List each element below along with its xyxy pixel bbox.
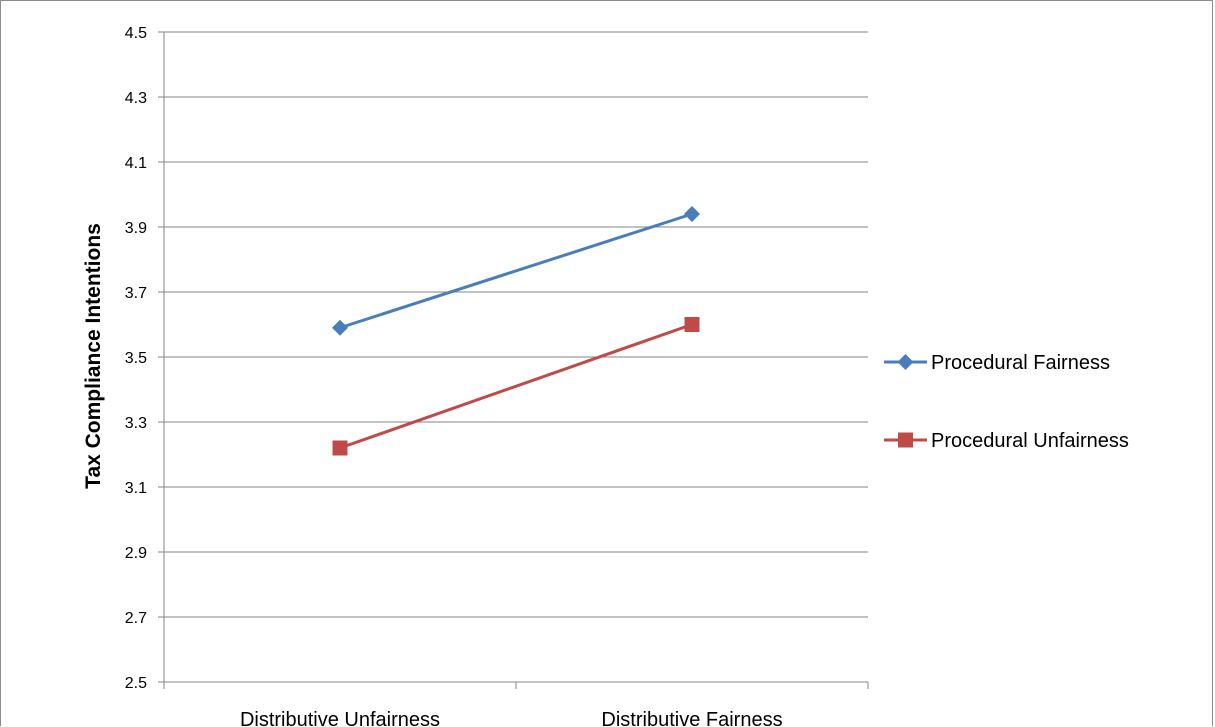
y-tick-label: 3.3	[125, 415, 147, 432]
y-tick-label: 2.9	[125, 545, 147, 562]
y-tick-label: 2.7	[125, 610, 147, 627]
data-point	[333, 441, 348, 456]
legend-marker	[898, 354, 914, 370]
series-line	[340, 325, 692, 449]
gridlines	[164, 32, 868, 617]
y-tick-labels: 2.5 2.7 2.9 3.1 3.3 3.5 3.7 3.9 4.1 4.3 4.5	[125, 25, 147, 692]
legend-label: Procedural Unfairness	[931, 430, 1129, 452]
axes	[158, 32, 868, 689]
y-tick-label: 4.5	[125, 25, 147, 42]
series	[332, 206, 700, 456]
y-tick-label: 3.5	[125, 350, 147, 367]
legend: Procedural Fairness Procedural Unfairness	[884, 352, 1129, 452]
data-point	[684, 206, 700, 222]
legend-label: Procedural Fairness	[931, 352, 1110, 374]
x-category-labels: Distributive Unfairness Distributive Fair…	[240, 709, 783, 727]
data-point	[332, 320, 348, 336]
y-tick-label: 4.1	[125, 155, 147, 172]
y-axis-title: Tax Compliance Intentions	[82, 223, 105, 489]
x-category-label: Distributive Unfairness	[240, 709, 440, 727]
y-tick-label: 4.3	[125, 90, 147, 107]
y-tick-label: 3.1	[125, 480, 147, 497]
y-tick-label: 2.5	[125, 675, 147, 692]
series-line	[340, 214, 692, 328]
y-tick-label: 3.7	[125, 285, 147, 302]
y-tick-label: 3.9	[125, 220, 147, 237]
data-point	[685, 317, 700, 332]
legend-marker	[898, 433, 913, 448]
x-category-label: Distributive Fairness	[601, 709, 782, 727]
